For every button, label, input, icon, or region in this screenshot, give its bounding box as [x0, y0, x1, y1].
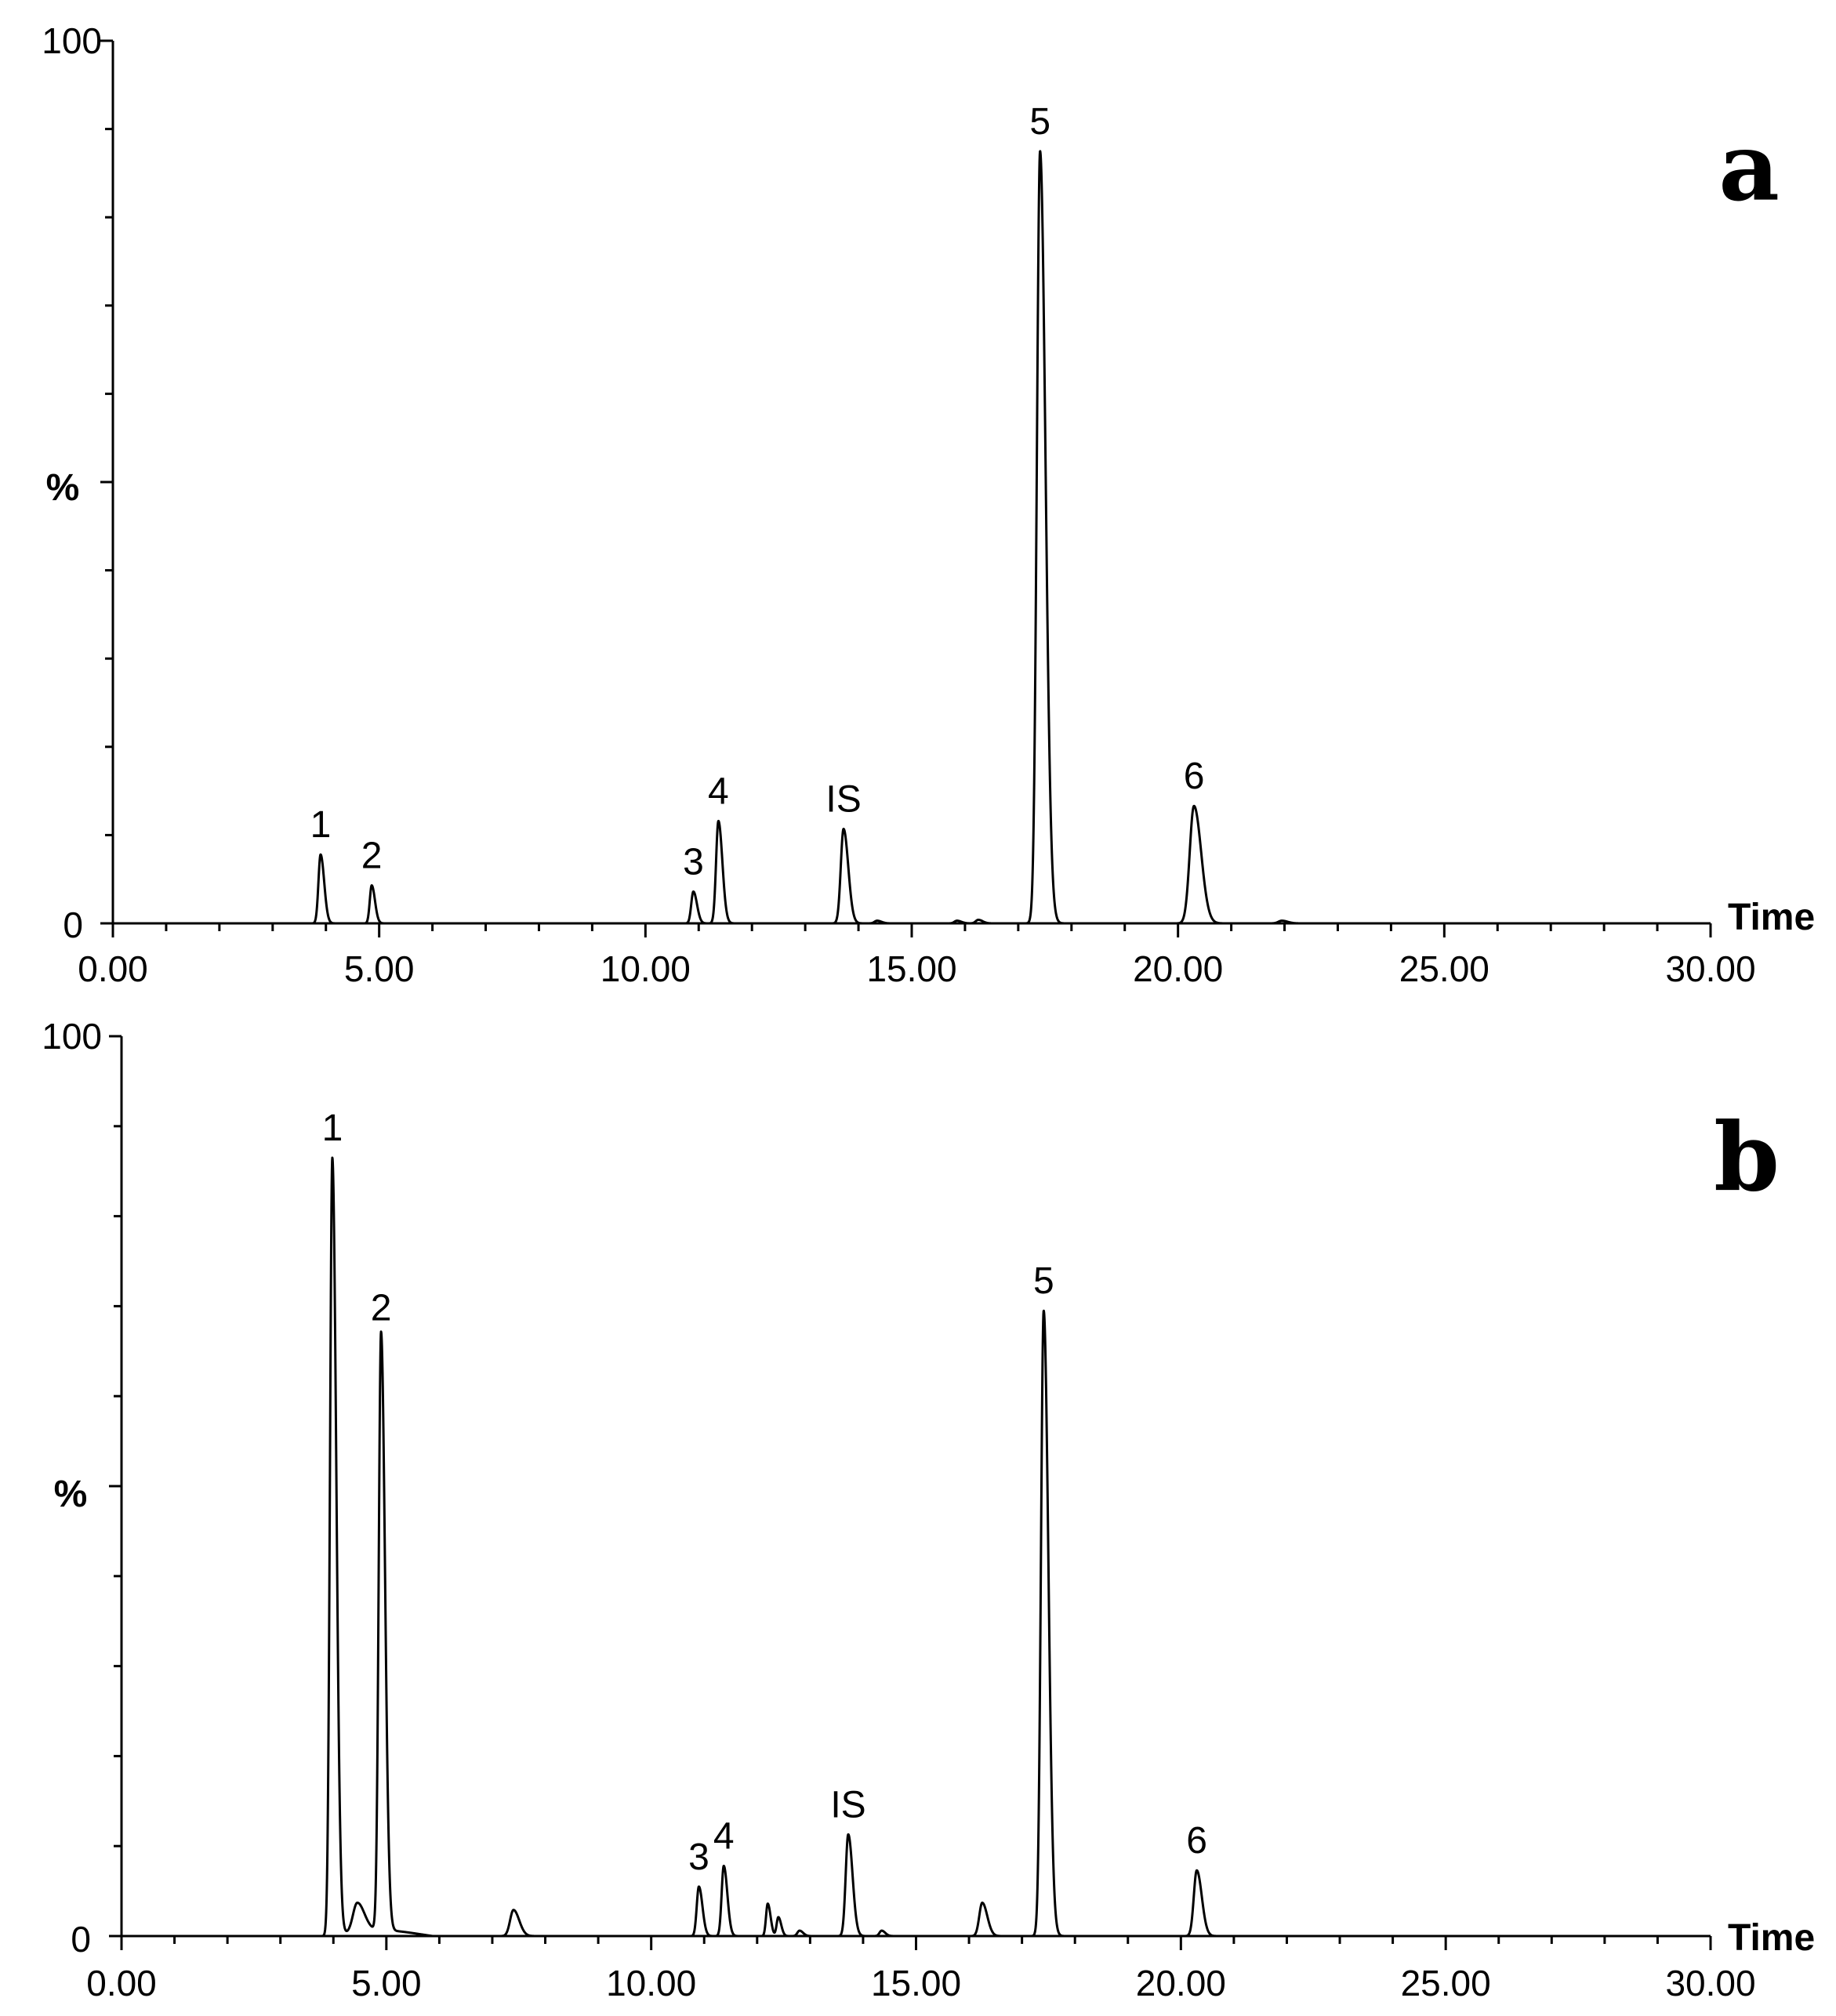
y-axis-title-b: %: [54, 1474, 88, 1515]
x-tick-label: 25.00: [1399, 948, 1489, 989]
peak-label-6: 6: [1186, 1820, 1207, 1862]
panel-label-a: a: [1718, 112, 1780, 223]
x-tick-label: 10.00: [601, 948, 691, 989]
peak-label-2: 2: [371, 1288, 392, 1329]
peak-label-is: IS: [830, 1784, 865, 1826]
x-tick-label: 20.00: [1133, 948, 1223, 989]
peak-label-1: 1: [310, 804, 332, 846]
x-tick-label: 15.00: [866, 948, 956, 989]
x-tick-label: 30.00: [1665, 1963, 1755, 2003]
peak-label-6: 6: [1184, 756, 1205, 797]
y-axis-title-a: %: [46, 467, 80, 509]
peak-label-2: 2: [361, 836, 383, 877]
peak-label-3: 3: [683, 841, 704, 883]
chromatogram-trace: [111, 150, 1712, 925]
y-tick-label-a-100: 100: [42, 20, 102, 61]
y-tick-label-b-100: 100: [42, 1016, 102, 1057]
peak-label-3: 3: [688, 1837, 709, 1878]
x-tick-label: 0.00: [78, 948, 148, 989]
peak-label-is: IS: [825, 779, 861, 821]
x-tick-label: 10.00: [606, 1963, 696, 2003]
x-tick-label: 5.00: [344, 948, 415, 989]
x-tick-label: 20.00: [1136, 1963, 1226, 2003]
peak-label-5: 5: [1033, 1260, 1054, 1302]
y-tick-label-b-0: 0: [71, 1919, 91, 1960]
x-axis-title-b: Time: [1728, 1917, 1815, 1959]
peak-label-4: 4: [708, 771, 729, 812]
x-tick-label: 15.00: [871, 1963, 961, 2003]
peak-label-1: 1: [322, 1108, 343, 1149]
panel-label-b: b: [1714, 1102, 1780, 1213]
x-axis-title-a: Time: [1728, 897, 1815, 938]
y-tick-label-a-0: 0: [63, 905, 83, 945]
x-tick-label: 30.00: [1665, 948, 1755, 989]
chromatogram-trace: [120, 1156, 1712, 1938]
peak-label-4: 4: [713, 1815, 735, 1857]
chromatogram-panel-b: b Time % 100 0 0.00 5.00 10.00 15.00 20.00 25…: [42, 1016, 1815, 2003]
peak-label-5: 5: [1029, 101, 1050, 143]
x-tick-label: 5.00: [351, 1963, 422, 2003]
chromatogram-panel-a: a Time % 100 0 0.00 5.00 10.00 15.00 20.00 25…: [42, 20, 1815, 989]
x-tick-label: 25.00: [1401, 1963, 1491, 2003]
x-tick-label: 0.00: [86, 1963, 157, 2003]
